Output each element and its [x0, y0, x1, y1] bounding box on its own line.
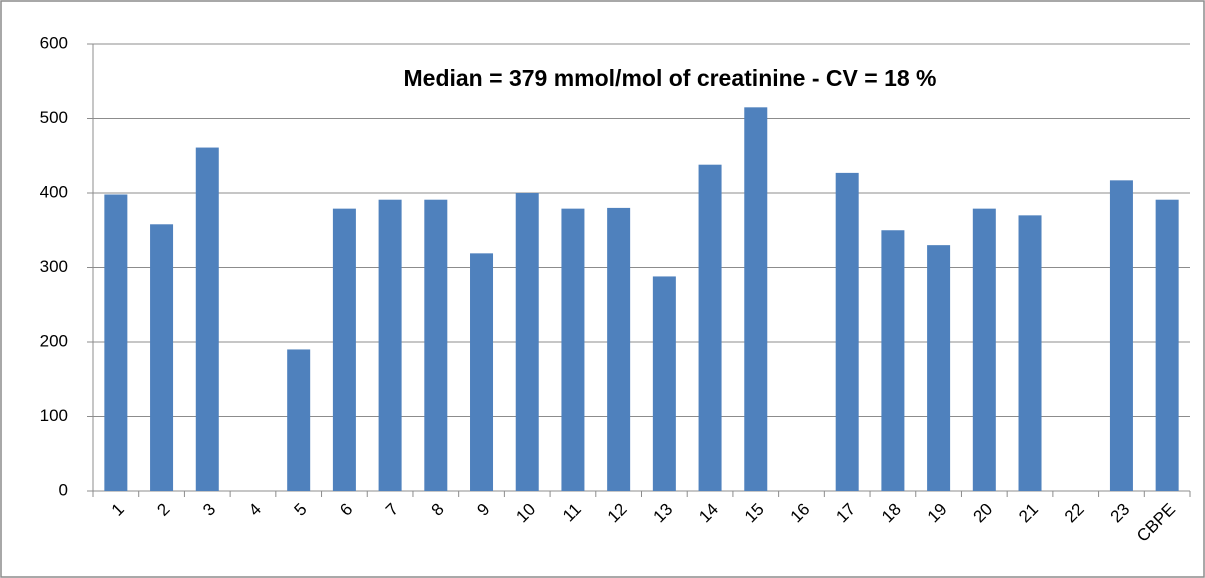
- bar: [927, 245, 951, 491]
- bar: [195, 147, 219, 491]
- y-tick-label: 300: [40, 257, 68, 276]
- bar: [652, 276, 676, 491]
- y-tick-label: 400: [40, 182, 68, 201]
- bar: [104, 194, 128, 492]
- bar: [332, 208, 356, 491]
- bar: [607, 207, 631, 491]
- y-tick-label: 100: [40, 406, 68, 425]
- bar: [698, 164, 722, 491]
- bar: [972, 208, 996, 491]
- bar: [1109, 180, 1133, 491]
- bar: [470, 253, 494, 491]
- bar: [424, 199, 448, 491]
- bar: [561, 208, 585, 491]
- bar: [515, 193, 539, 491]
- bar: [1155, 199, 1179, 491]
- y-tick-label: 0: [59, 480, 68, 499]
- bar: [835, 172, 859, 491]
- y-tick-label: 200: [40, 331, 68, 350]
- bar: [881, 230, 905, 491]
- y-tick-label: 600: [40, 33, 68, 52]
- bar: [150, 224, 174, 492]
- bar: [378, 199, 402, 491]
- bar: [287, 349, 311, 491]
- y-tick-label: 500: [40, 108, 68, 127]
- bar: [1018, 215, 1042, 491]
- bar: [744, 107, 768, 491]
- annotation: Median = 379 mmol/mol of creatinine - CV…: [404, 65, 937, 91]
